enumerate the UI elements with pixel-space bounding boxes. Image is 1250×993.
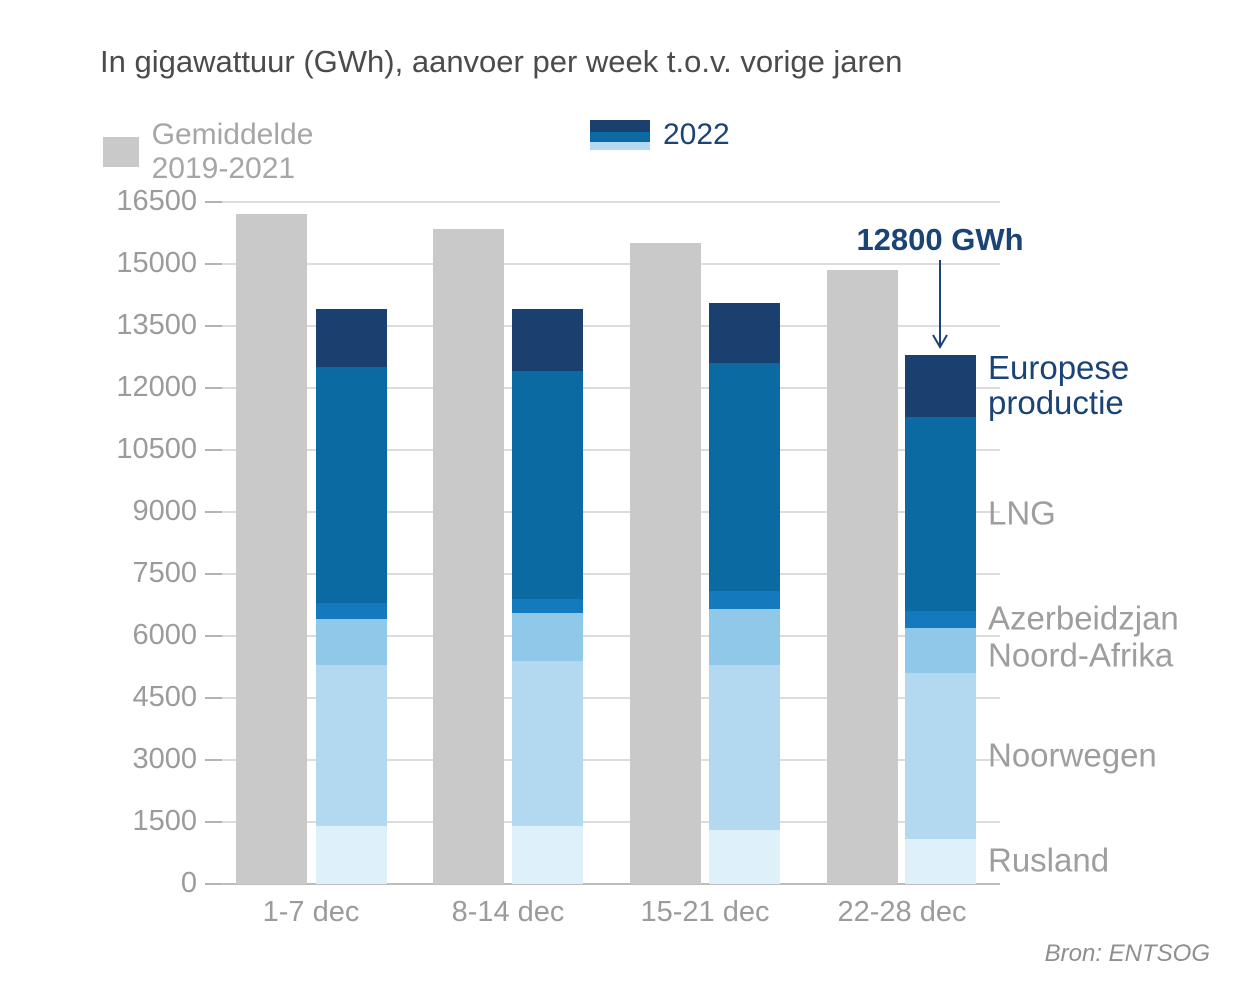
- bar-2022-1-7 dec-Rusland: [316, 826, 387, 884]
- bar-2022-8-14 dec-Rusland: [512, 826, 583, 884]
- bar-2022-8-14 dec-Europese productie: [512, 309, 583, 372]
- bar-2022-22-28 dec-Noord-Afrika: [905, 627, 976, 674]
- y-axis-tick-12000: [205, 387, 222, 389]
- legend-label-average: Gemiddelde 2019-2021: [151, 118, 314, 185]
- bar-2022-15-21 dec-Azerbeidzjan: [709, 590, 780, 610]
- segment-label-Azerbeidzjan: Azerbeidzjan: [988, 599, 1179, 637]
- y-axis-label-16500: 16500: [116, 185, 197, 217]
- legend-swatch-band-navy: [590, 120, 650, 132]
- y-axis-label-12000: 12000: [116, 371, 197, 403]
- bar-2022-22-28 dec-Noorwegen: [905, 673, 976, 839]
- gridline-3000: [205, 759, 1000, 761]
- bar-2022-22-28 dec-Europese productie: [905, 354, 976, 417]
- segment-label-LNG: LNG: [988, 494, 1056, 532]
- x-axis-label-15-21 dec: 15-21 dec: [640, 896, 770, 928]
- gridline-0: [205, 883, 1000, 885]
- y-axis-label-3000: 3000: [132, 743, 197, 775]
- bar-2022-15-21 dec-Rusland: [709, 830, 780, 884]
- bar-2022-8-14 dec-Noorwegen: [512, 660, 583, 827]
- y-axis-label-10500: 10500: [116, 433, 197, 465]
- gridline-12000: [205, 387, 1000, 389]
- gridline-10500: [205, 449, 1000, 451]
- gridline-16500: [205, 201, 1000, 203]
- gridline-1500: [205, 821, 1000, 823]
- bar-2022-1-7 dec-Azerbeidzjan: [316, 602, 387, 620]
- y-axis-tick-1500: [205, 821, 222, 823]
- segment-label-Europese productie: Europese productie: [988, 348, 1130, 421]
- y-axis-label-6000: 6000: [132, 619, 197, 651]
- legend-swatch-band-blue: [590, 132, 650, 142]
- annotation-value-label: 12800 GWh: [856, 222, 1024, 257]
- bar-2022-15-21 dec-LNG: [709, 363, 780, 591]
- gridline-7500: [205, 573, 1000, 575]
- y-axis-tick-6000: [205, 635, 222, 637]
- bar-average-8-14 dec: [433, 228, 504, 884]
- y-axis-label-1500: 1500: [132, 805, 197, 837]
- y-axis-label-13500: 13500: [116, 309, 197, 341]
- segment-label-Rusland: Rusland: [988, 841, 1110, 879]
- y-axis-label-15000: 15000: [116, 247, 197, 279]
- y-axis-tick-16500: [205, 201, 222, 203]
- legend-item-average: Gemiddelde 2019-2021: [103, 118, 338, 186]
- y-axis-tick-3000: [205, 759, 222, 761]
- y-axis-label-4500: 4500: [132, 681, 197, 713]
- legend-swatch-2022: [590, 120, 650, 150]
- x-axis-label-22-28 dec: 22-28 dec: [837, 896, 967, 928]
- legend-swatch-average: [103, 137, 139, 167]
- y-axis-label-9000: 9000: [132, 495, 197, 527]
- y-axis-tick-15000: [205, 263, 222, 265]
- bar-2022-15-21 dec-Noord-Afrika: [709, 609, 780, 665]
- y-axis-tick-7500: [205, 573, 222, 575]
- gridline-9000: [205, 511, 1000, 513]
- y-axis-tick-13500: [205, 325, 222, 327]
- chart-title: In gigawattuur (GWh), aanvoer per week t…: [100, 44, 903, 79]
- bar-average-22-28 dec: [827, 270, 898, 884]
- y-axis-label-0: 0: [180, 867, 197, 899]
- bar-2022-8-14 dec-Noord-Afrika: [512, 613, 583, 661]
- y-axis-tick-0: [205, 883, 222, 885]
- bar-2022-22-28 dec-LNG: [905, 416, 976, 612]
- y-axis-tick-10500: [205, 449, 222, 451]
- y-axis-tick-9000: [205, 511, 222, 513]
- gridline-15000: [205, 263, 1000, 265]
- x-axis-label-8-14 dec: 8-14 dec: [451, 896, 565, 928]
- y-axis-tick-4500: [205, 697, 222, 699]
- x-axis-label-1-7 dec: 1-7 dec: [262, 896, 360, 928]
- segment-label-Noorwegen: Noorwegen: [988, 736, 1157, 774]
- bar-2022-22-28 dec-Rusland: [905, 838, 976, 884]
- gridline-6000: [205, 635, 1000, 637]
- legend-swatch-band-lightblue: [590, 142, 650, 150]
- source-credit: Bron: ENTSOG: [1044, 940, 1210, 967]
- bar-2022-1-7 dec-Noorwegen: [316, 664, 387, 827]
- segment-label-Noord-Afrika: Noord-Afrika: [988, 636, 1174, 674]
- bar-2022-1-7 dec-LNG: [316, 367, 387, 603]
- bar-2022-15-21 dec-Noorwegen: [709, 664, 780, 831]
- bar-average-1-7 dec: [236, 214, 307, 884]
- bar-2022-8-14 dec-LNG: [512, 371, 583, 599]
- bar-average-15-21 dec: [630, 243, 701, 884]
- annotation-arrow-icon: [932, 260, 948, 349]
- bar-2022-15-21 dec-Europese productie: [709, 303, 780, 364]
- gridline-4500: [205, 697, 1000, 699]
- y-axis-label-7500: 7500: [132, 557, 197, 589]
- bar-2022-1-7 dec-Noord-Afrika: [316, 619, 387, 665]
- legend-item-2022: 2022: [590, 118, 730, 152]
- bar-2022-8-14 dec-Azerbeidzjan: [512, 598, 583, 614]
- legend-label-2022: 2022: [663, 118, 730, 151]
- gridline-13500: [205, 325, 1000, 327]
- bar-2022-22-28 dec-Azerbeidzjan: [905, 611, 976, 628]
- bar-2022-1-7 dec-Europese productie: [316, 309, 387, 368]
